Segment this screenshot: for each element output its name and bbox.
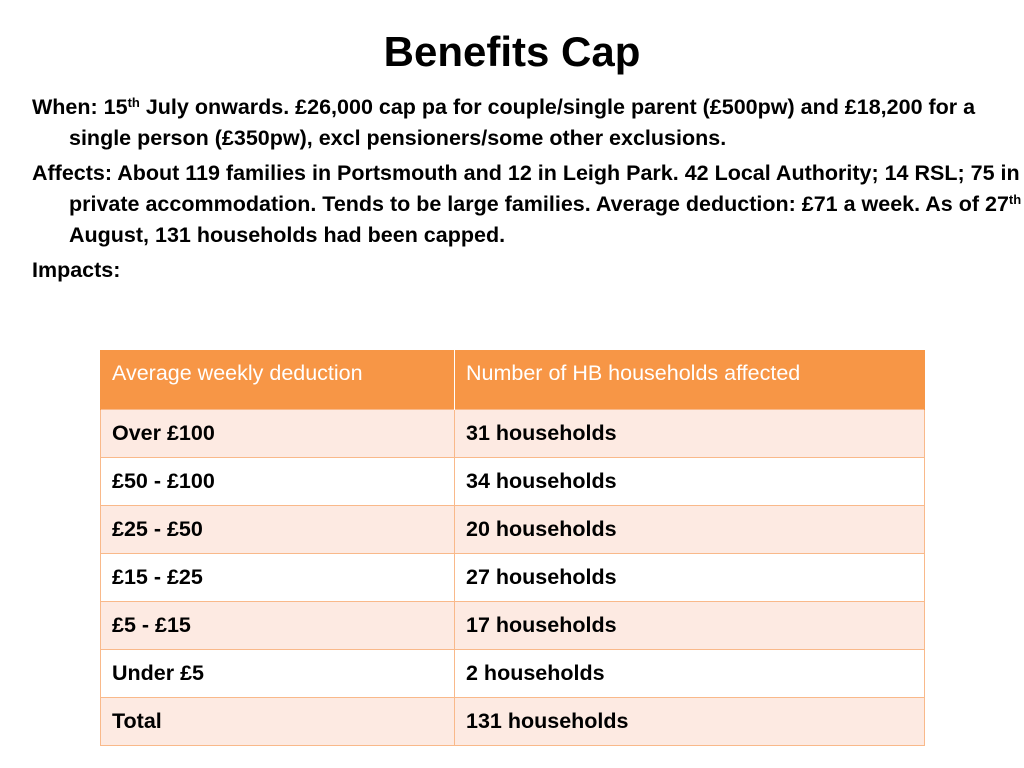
header-average-weekly-deduction: Average weekly deduction <box>100 350 455 409</box>
paragraph-impacts-label: Impacts: <box>32 258 121 282</box>
households-cell: 27 households <box>454 552 925 602</box>
households-cell: 20 households <box>454 504 925 554</box>
header-households-affected: Number of HB households affected <box>454 350 925 409</box>
deduction-table: Average weekly deduction Number of HB ho… <box>100 350 925 746</box>
paragraph-when-post: July onwards. £26,000 cap pa for couple/… <box>69 95 976 150</box>
paragraph-when: When: 15th July onwards. £26,000 cap pa … <box>32 92 1022 154</box>
total-households-cell: 131 households <box>454 696 925 746</box>
table-row: £50 - £100 34 households <box>100 456 925 506</box>
deduction-cell: £5 - £15 <box>100 600 455 650</box>
table-row: £5 - £15 17 households <box>100 600 925 650</box>
paragraph-when-pre: When: 15 <box>32 95 128 119</box>
deduction-cell: £15 - £25 <box>100 552 455 602</box>
paragraph-affects: Affects: About 119 families in Portsmout… <box>32 158 1022 251</box>
table-header-row: Average weekly deduction Number of HB ho… <box>100 350 925 409</box>
bullet-list: When: 15th July onwards. £26,000 cap pa … <box>32 92 1022 290</box>
households-cell: 31 households <box>454 408 925 458</box>
slide-title: Benefits Cap <box>383 28 641 75</box>
paragraph-affects-pre: Affects: About 119 families in Portsmout… <box>32 161 1020 216</box>
deduction-cell: £25 - £50 <box>100 504 455 554</box>
paragraph-impacts: Impacts: <box>32 255 1022 286</box>
table-row: Under £5 2 households <box>100 648 925 698</box>
total-label-cell: Total <box>100 696 455 746</box>
deduction-cell: Over £100 <box>100 408 455 458</box>
table-row: £15 - £25 27 households <box>100 552 925 602</box>
households-cell: 2 households <box>454 648 925 698</box>
table-row: £25 - £50 20 households <box>100 504 925 554</box>
deduction-cell: £50 - £100 <box>100 456 455 506</box>
households-cell: 34 households <box>454 456 925 506</box>
paragraph-when-sup: th <box>127 95 140 110</box>
deduction-cell: Under £5 <box>100 648 455 698</box>
table-row: Over £100 31 households <box>100 408 925 458</box>
table-row-total: Total 131 households <box>100 696 925 746</box>
paragraph-affects-post: August, 131 households had been capped. <box>69 223 506 247</box>
paragraph-affects-sup: th <box>1008 192 1022 207</box>
households-cell: 17 households <box>454 600 925 650</box>
